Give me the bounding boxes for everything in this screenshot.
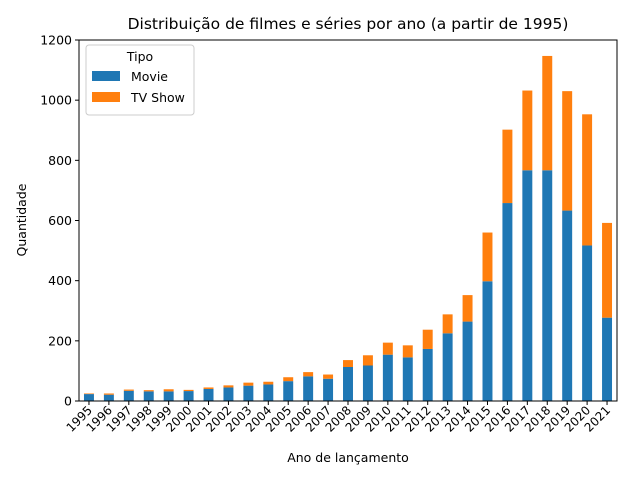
y-axis: 0 200 400 600 800 1000 1200 (40, 33, 79, 409)
bar-movie-2001 (203, 388, 214, 401)
bar-movie-2021 (602, 317, 613, 401)
bar-movie-2002 (223, 387, 234, 401)
legend-swatch-tv-show (92, 92, 120, 102)
legend-title: Tipo (126, 49, 153, 64)
bar-tv-show-2020 (582, 114, 593, 246)
bar-movie-2013 (442, 333, 453, 401)
bar-movie-2003 (243, 385, 254, 401)
y-tick-label: 1200 (40, 33, 72, 48)
bar-tv-show-2021 (602, 222, 613, 318)
legend-label-movie: Movie (131, 69, 168, 84)
bar-tv-show-2018 (542, 55, 553, 171)
y-axis-label: Quantidade (14, 183, 29, 256)
bar-tv-show-2014 (462, 295, 473, 322)
bar-tv-show-2009 (362, 355, 373, 366)
y-tick-label: 800 (48, 153, 72, 168)
bar-movie-2004 (263, 384, 274, 401)
bars-layer (83, 55, 613, 401)
bar-movie-2000 (183, 391, 194, 401)
bar-movie-2011 (402, 357, 413, 401)
bar-movie-2015 (482, 281, 493, 401)
legend-label-tv-show: TV Show (130, 90, 185, 105)
y-tick-label: 600 (48, 213, 72, 228)
bar-movie-1995 (83, 394, 94, 401)
bar-movie-2009 (362, 365, 373, 401)
bar-movie-2019 (562, 210, 573, 401)
bar-movie-2007 (323, 378, 334, 401)
bar-tv-show-2007 (323, 374, 334, 379)
bar-tv-show-1999 (163, 389, 174, 392)
plot-frame (78, 39, 618, 402)
bar-movie-2017 (522, 170, 533, 401)
bar-movie-1998 (143, 391, 154, 401)
bar-tv-show-2010 (382, 342, 393, 355)
bar-tv-show-2011 (402, 345, 413, 358)
bar-movie-1996 (103, 394, 114, 401)
bar-movie-2012 (422, 348, 433, 401)
y-tick-label: 200 (48, 333, 72, 348)
bar-movie-2008 (343, 367, 353, 401)
bar-tv-show-2003 (243, 382, 254, 386)
x-axis: 1995199619971998199920002001200220032004… (64, 401, 613, 435)
bar-movie-2014 (462, 321, 473, 401)
bar-tv-show-2001 (203, 387, 214, 389)
bar-movie-2020 (582, 245, 593, 401)
bar-tv-show-2019 (562, 91, 573, 211)
bar-tv-show-2013 (442, 314, 453, 334)
bar-tv-show-2016 (502, 129, 513, 204)
bar-tv-show-2017 (522, 90, 533, 171)
y-tick-label: 400 (48, 273, 72, 288)
chart-title: Distribuição de filmes e séries por ano … (128, 15, 569, 33)
bar-tv-show-2006 (303, 372, 314, 377)
bar-tv-show-1995 (83, 393, 94, 395)
legend-swatch-movie (92, 71, 120, 81)
bar-tv-show-1997 (123, 389, 134, 391)
bar-movie-2005 (283, 381, 294, 401)
bar-movie-1997 (123, 390, 134, 401)
bar-tv-show-2004 (263, 381, 274, 385)
bar-tv-show-1998 (143, 390, 154, 392)
bar-movie-2016 (502, 203, 513, 401)
bar-tv-show-2000 (183, 389, 194, 392)
bar-movie-2006 (303, 376, 314, 401)
bar-movie-1999 (163, 391, 174, 401)
x-axis-label: Ano de lançamento (287, 450, 409, 465)
bar-movie-2010 (382, 354, 393, 401)
bar-tv-show-2012 (422, 329, 433, 349)
bar-tv-show-1996 (103, 393, 114, 395)
y-tick-label: 0 (64, 394, 72, 409)
bar-tv-show-2008 (343, 360, 353, 368)
y-tick-label: 1000 (40, 93, 72, 108)
legend: Tipo Movie TV Show (85, 44, 195, 116)
bar-tv-show-2015 (482, 232, 493, 282)
bar-movie-2018 (542, 170, 553, 401)
bar-tv-show-2005 (283, 377, 294, 382)
bar-tv-show-2002 (223, 385, 234, 388)
